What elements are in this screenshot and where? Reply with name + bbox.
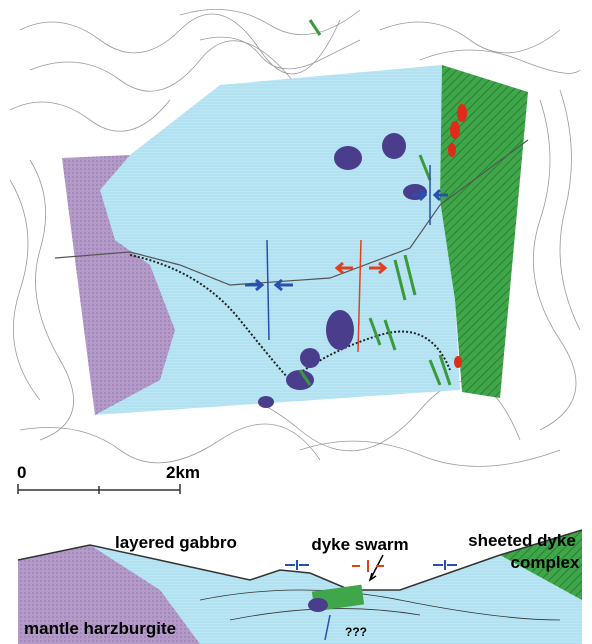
sheeted-dyke-label-2: complex [511, 553, 581, 572]
harzburgite-label: mantle harzburgite [24, 619, 176, 638]
dyke-swarm-label: dyke swarm [311, 535, 408, 554]
scale-bar: 0 2km [17, 463, 200, 494]
scale-end: 2km [166, 463, 200, 482]
layered-gabbro-label: layered gabbro [115, 533, 237, 552]
map-figure: 0 2km dyke swarm layered gabbro sheeted … [0, 0, 592, 644]
scale-start: 0 [17, 463, 26, 482]
cross-section: dyke swarm layered gabbro sheeted dyke c… [18, 530, 582, 644]
sheeted-dyke-label: sheeted dyke [468, 531, 576, 550]
unknown-label: ??? [345, 625, 367, 639]
